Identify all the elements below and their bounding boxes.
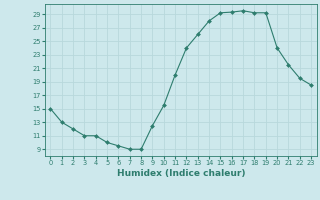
X-axis label: Humidex (Indice chaleur): Humidex (Indice chaleur) [116, 169, 245, 178]
